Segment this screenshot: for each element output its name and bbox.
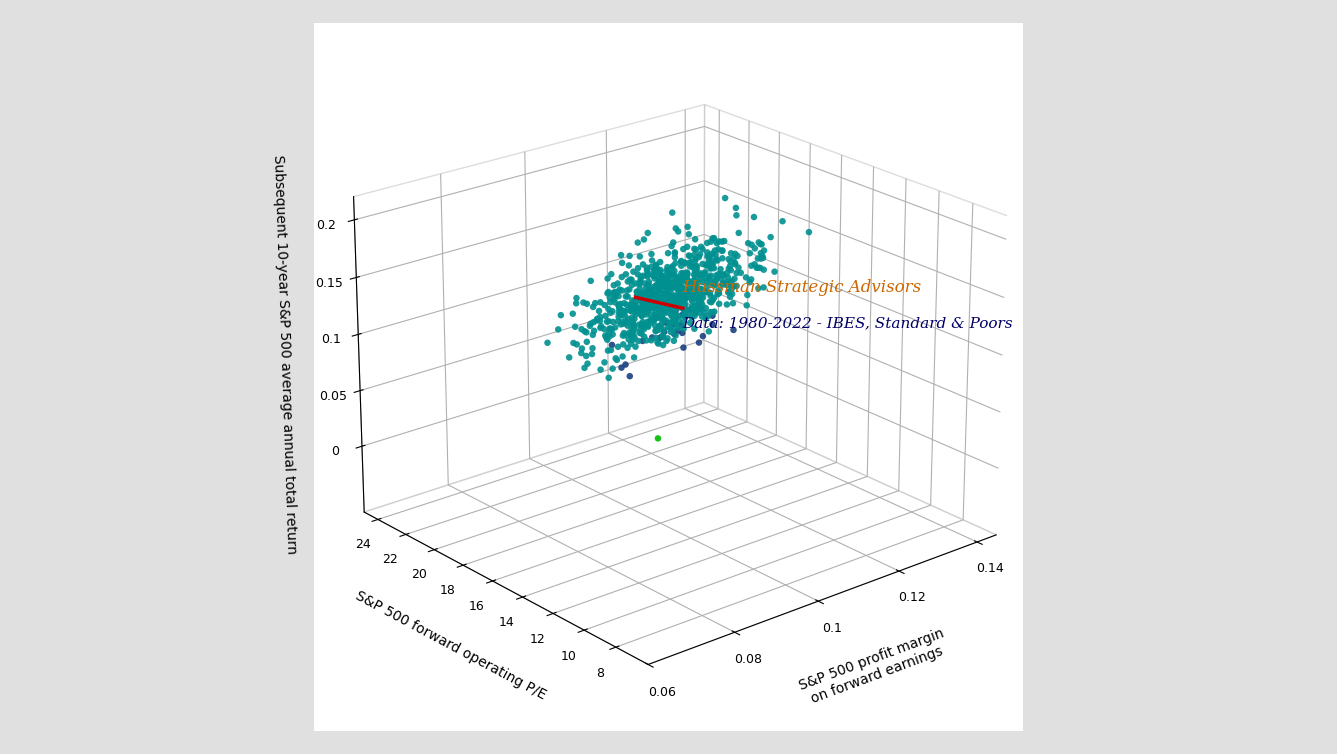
Text: Hussman Strategic Advisors: Hussman Strategic Advisors [683,279,921,296]
Y-axis label: S&P 500 forward operating P/E: S&P 500 forward operating P/E [353,589,548,702]
Text: Data: 1980-2022 - IBES, Standard & Poors: Data: 1980-2022 - IBES, Standard & Poors [683,317,1013,330]
X-axis label: S&P 500 profit margin
on forward earnings: S&P 500 profit margin on forward earning… [797,626,952,708]
